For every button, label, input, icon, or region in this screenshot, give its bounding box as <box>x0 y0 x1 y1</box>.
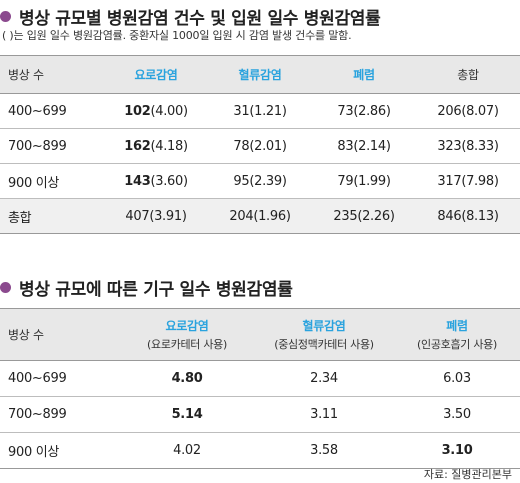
bullet-icon <box>0 11 11 22</box>
header-bed-count: 병상 수 <box>0 308 120 361</box>
header-bsi: 혈류감염 <box>208 55 312 94</box>
uti-rate-cell: 4.02 <box>120 432 254 469</box>
bsi-cell: 78(2.01) <box>208 128 312 164</box>
source-credit: 자료: 질병관리본부 <box>423 468 512 481</box>
section1-title: 병상 규모별 병원감염 건수 및 입원 일수 병원감염률 <box>0 4 381 29</box>
total-cell: 317(7.98) <box>416 163 520 199</box>
row-label: 700~899 <box>0 128 104 164</box>
pneumonia-rate-cell: 6.03 <box>394 360 520 397</box>
table-row: 700~899 162(4.18) 78(2.01) 83(2.14) 323(… <box>0 128 520 164</box>
header-bed-count: 병상 수 <box>0 55 104 94</box>
uti-cell: 162(4.18) <box>104 128 208 164</box>
bsi-cell: 31(1.21) <box>208 93 312 129</box>
pneumonia-rate-cell: 3.10 <box>394 432 520 469</box>
table-row-total: 총합 407(3.91) 204(1.96) 235(2.26) 846(8.1… <box>0 198 520 234</box>
row-label: 700~899 <box>0 396 120 433</box>
row-label: 총합 <box>0 198 104 234</box>
table-header-row: 병상 수 요로감염 혈류감염 폐렴 총합 <box>0 55 520 94</box>
table-row: 400~699 102(4.00) 31(1.21) 73(2.86) 206(… <box>0 93 520 129</box>
header-pneumonia: 폐렴 (인공호흡기 사용) <box>394 308 520 361</box>
pneumonia-cell: 73(2.86) <box>312 93 416 129</box>
pneumonia-cell: 83(2.14) <box>312 128 416 164</box>
bsi-rate-cell: 2.34 <box>254 360 394 397</box>
row-label: 400~699 <box>0 360 120 397</box>
uti-rate-cell: 5.14 <box>120 396 254 433</box>
section2-title: 병상 규모에 따른 기구 일수 병원감염률 <box>0 275 293 300</box>
section2-title-text: 병상 규모에 따른 기구 일수 병원감염률 <box>19 280 293 300</box>
device-day-rate-table: 병상 수 요로감염 (요로카테터 사용) 혈류감염 (중심정맥카테터 사용) 폐렴(… <box>0 308 520 469</box>
hai-count-table: 병상 수 요로감염 혈류감염 폐렴 총합 400~699 102(4.00) 3… <box>0 55 520 234</box>
row-label: 400~699 <box>0 93 104 129</box>
row-label: 900 이상 <box>0 163 104 199</box>
header-total: 총합 <box>416 55 520 94</box>
total-cell: 323(8.33) <box>416 128 520 164</box>
bsi-rate-cell: 3.58 <box>254 432 394 469</box>
table-header-row: 병상 수 요로감염 (요로카테터 사용) 혈류감염 (중심정맥카테터 사용) 폐렴(… <box>0 308 520 361</box>
uti-cell: 102(4.00) <box>104 93 208 129</box>
header-uti: 요로감염 <box>104 55 208 94</box>
header-uti: 요로감염 (요로카테터 사용) <box>120 308 254 361</box>
pneumonia-cell: 235(2.26) <box>312 198 416 234</box>
table-row: 900 이상 4.02 3.58 3.10 <box>0 432 520 469</box>
header-bsi: 혈류감염 (중심정맥카테터 사용) <box>254 308 394 361</box>
row-label: 900 이상 <box>0 432 120 469</box>
table-row: 700~899 5.14 3.11 3.50 <box>0 396 520 433</box>
table-row: 900 이상 143(3.60) 95(2.39) 79(1.99) 317(7… <box>0 163 520 199</box>
uti-cell: 407(3.91) <box>104 198 208 234</box>
bullet-icon <box>0 282 11 293</box>
total-cell: 846(8.13) <box>416 198 520 234</box>
header-pneumonia: 폐렴 <box>312 55 416 94</box>
table-row: 400~699 4.80 2.34 6.03 <box>0 360 520 397</box>
pneumonia-cell: 79(1.99) <box>312 163 416 199</box>
pneumonia-rate-cell: 3.50 <box>394 396 520 433</box>
section1-title-text: 병상 규모별 병원감염 건수 및 입원 일수 병원감염률 <box>19 9 381 29</box>
bsi-cell: 95(2.39) <box>208 163 312 199</box>
bsi-rate-cell: 3.11 <box>254 396 394 433</box>
bsi-cell: 204(1.96) <box>208 198 312 234</box>
section1-note: ( )는 입원 일수 병원감염률. 중환자실 1000일 입원 시 감염 발생 … <box>2 29 352 42</box>
total-cell: 206(8.07) <box>416 93 520 129</box>
uti-rate-cell: 4.80 <box>120 360 254 397</box>
uti-cell: 143(3.60) <box>104 163 208 199</box>
